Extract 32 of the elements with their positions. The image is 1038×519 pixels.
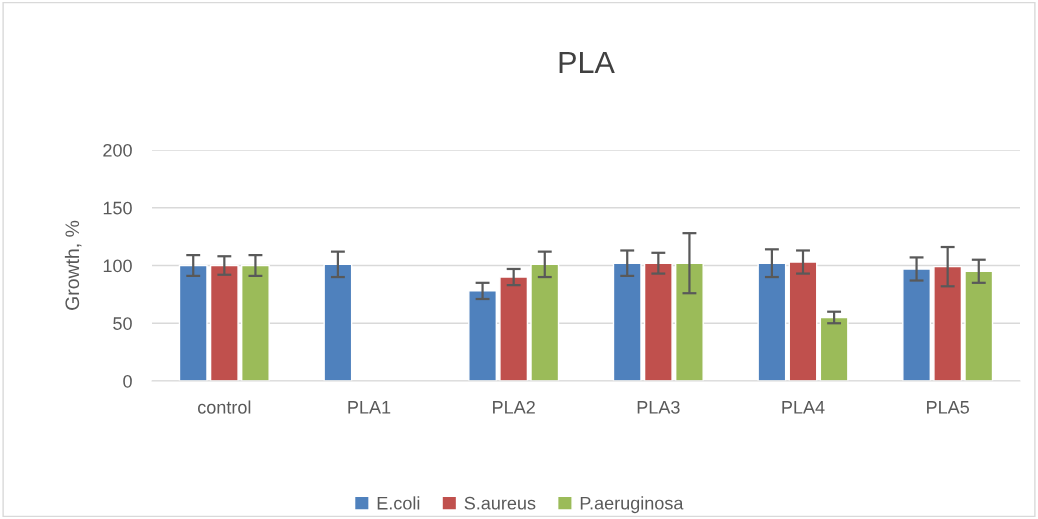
bar <box>178 264 208 381</box>
bar <box>902 268 932 381</box>
bar <box>209 264 239 381</box>
y-tick-label: 100 <box>103 259 132 273</box>
y-tick-label: 50 <box>113 317 132 330</box>
legend-label: P.aeruginosa <box>580 496 684 514</box>
x-tick-label: PLA3 <box>637 400 680 414</box>
bar <box>643 262 673 381</box>
x-tick-label: control <box>198 400 251 414</box>
bar <box>964 270 994 381</box>
x-tick-label: PLA5 <box>927 401 969 414</box>
legend-label: E.coli <box>377 496 420 510</box>
y-axis-title: Growth, % <box>64 220 82 310</box>
bar <box>933 265 963 381</box>
chart-title: PLA <box>559 51 615 73</box>
bar <box>323 263 353 381</box>
bar <box>788 261 818 381</box>
y-tick-label: 0 <box>123 374 132 388</box>
bar <box>757 262 787 381</box>
bar <box>674 262 704 381</box>
x-tick-label: PLA4 <box>782 401 825 414</box>
bar <box>240 264 270 381</box>
x-tick-label: PLA2 <box>493 400 535 414</box>
bar <box>530 263 560 381</box>
y-tick-label: 200 <box>103 143 132 157</box>
bar <box>612 262 642 381</box>
y-tick-label: 150 <box>103 201 132 215</box>
legend-label: S.aureus <box>464 496 536 510</box>
x-tick-label: PLA1 <box>348 401 391 414</box>
bar <box>499 276 529 381</box>
bar <box>468 290 498 381</box>
bar <box>819 316 849 381</box>
